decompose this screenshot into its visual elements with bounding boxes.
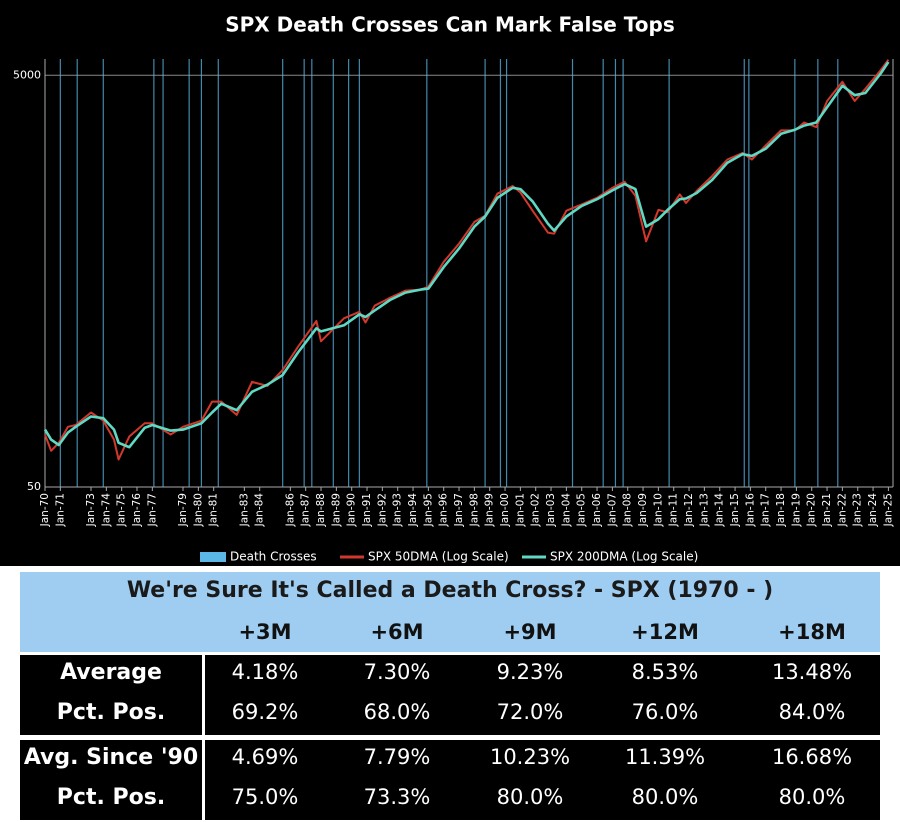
row-label: Avg. Since '90 [23, 745, 199, 770]
x-tick-label: Jan-92 [376, 493, 388, 527]
x-tick-label: Jan-86 [284, 493, 296, 528]
x-tick-label: Jan-13 [698, 493, 710, 527]
row-label: Pct. Pos. [56, 785, 166, 810]
x-tick-label: Jan-24 [867, 493, 879, 528]
series-line [44, 59, 890, 461]
x-tick-label: Jan-08 [622, 493, 634, 527]
x-tick-label: Jan-09 [637, 493, 649, 527]
x-tick-label: Jan-25 [882, 493, 894, 527]
legend-swatch [200, 552, 226, 562]
table-cell: 4.69% [231, 745, 299, 769]
table-cell: 80.0% [496, 785, 564, 809]
data-box [205, 740, 880, 820]
x-tick-label: Jan-81 [208, 493, 220, 527]
x-tick-label: Jan-95 [422, 493, 434, 527]
chart: SPX Death Crosses Can Mark False Tops 50… [0, 0, 900, 566]
column-header: +12M [631, 620, 699, 644]
table-cell: 11.39% [624, 745, 706, 769]
table-cell: 4.18% [231, 660, 299, 684]
y-tick-label: 5000 [13, 68, 41, 81]
x-tick-label: Jan-22 [836, 493, 848, 527]
series-line [43, 61, 890, 449]
x-tick-label: Jan-02 [530, 493, 542, 527]
x-tick-label: Jan-71 [54, 493, 66, 527]
y-tick-label: 50 [27, 480, 41, 493]
x-tick-label: Jan-76 [131, 493, 143, 528]
x-tick-label: Jan-99 [484, 493, 496, 527]
row-label: Pct. Pos. [56, 700, 166, 725]
x-tick-label: Jan-19 [790, 493, 802, 527]
table-cell: 76.0% [631, 700, 699, 724]
table-title: We're Sure It's Called a Death Cross? - … [126, 578, 774, 603]
table-cell: 16.68% [771, 745, 853, 769]
x-tick-label: Jan-91 [361, 493, 373, 527]
x-tick-label: Jan-10 [652, 493, 664, 527]
table-cell: 75.0% [231, 785, 299, 809]
column-header: +3M [238, 620, 292, 644]
x-tick-label: Jan-74 [100, 493, 112, 528]
x-tick-label: Jan-93 [392, 493, 404, 527]
x-tick-label: Jan-15 [729, 493, 741, 527]
table-cell: 13.48% [771, 660, 853, 684]
x-tick-label: Jan-17 [760, 493, 772, 527]
x-tick-label: Jan-20 [806, 493, 818, 527]
row-label: Average [60, 660, 162, 685]
table-cell: 8.53% [631, 660, 699, 684]
table-cell: 10.23% [489, 745, 571, 769]
table-cell: 69.2% [231, 700, 299, 724]
table-cell: 68.0% [363, 700, 431, 724]
x-tick-label: Jan-87 [300, 493, 312, 527]
x-tick-label: Jan-83 [238, 493, 250, 527]
x-tick-label: Jan-79 [177, 493, 189, 527]
header-band [20, 572, 880, 652]
table-cell: 7.30% [363, 660, 431, 684]
x-tick-label: Jan-18 [775, 493, 787, 527]
label-box [20, 740, 202, 820]
x-tick-label: Jan-88 [315, 493, 327, 527]
x-tick-label: Jan-80 [192, 493, 204, 527]
data-box [205, 655, 880, 735]
legend-label: Death Crosses [230, 550, 317, 564]
x-tick-label: Jan-89 [330, 493, 342, 527]
x-tick-label: Jan-03 [545, 493, 557, 527]
x-tick-label: Jan-07 [606, 493, 618, 527]
x-tick-label: Jan-84 [254, 493, 266, 528]
x-tick-label: Jan-77 [146, 493, 158, 527]
x-tick-label: Jan-21 [821, 493, 833, 527]
x-tick-label: Jan-11 [668, 493, 680, 527]
x-tick-label: Jan-75 [116, 493, 128, 527]
column-header: +6M [370, 620, 424, 644]
x-tick-label: Jan-06 [591, 493, 603, 528]
x-tick-label: Jan-05 [576, 493, 588, 527]
table-cell: 73.3% [363, 785, 431, 809]
chart-title: SPX Death Crosses Can Mark False Tops [225, 13, 675, 37]
x-tick-label: Jan-04 [560, 493, 572, 528]
label-box [20, 655, 202, 735]
x-tick-label: Jan-00 [499, 493, 511, 527]
table-cell: 7.79% [363, 745, 431, 769]
legend-label: SPX 200DMA (Log Scale) [550, 550, 698, 564]
x-tick-label: Jan-97 [453, 493, 465, 527]
x-tick-label: Jan-96 [438, 493, 450, 528]
table-cell: 80.0% [631, 785, 699, 809]
x-tick-label: Jan-14 [714, 493, 726, 528]
table-cell: 72.0% [496, 700, 564, 724]
x-tick-label: Jan-01 [514, 493, 526, 527]
legend-label: SPX 50DMA (Log Scale) [368, 550, 509, 564]
x-tick-label: Jan-70 [39, 493, 51, 527]
column-header: +9M [503, 620, 557, 644]
x-tick-label: Jan-16 [744, 493, 756, 528]
x-tick-label: Jan-98 [468, 493, 480, 527]
table-cell: 84.0% [778, 700, 846, 724]
table-cell: 80.0% [778, 785, 846, 809]
x-tick-label: Jan-73 [85, 493, 97, 527]
x-tick-label: Jan-12 [683, 493, 695, 527]
table-cell: 9.23% [496, 660, 564, 684]
x-tick-label: Jan-94 [407, 493, 419, 528]
x-tick-label: Jan-23 [852, 493, 864, 527]
column-header: +18M [778, 620, 846, 644]
x-tick-label: Jan-90 [346, 493, 358, 527]
